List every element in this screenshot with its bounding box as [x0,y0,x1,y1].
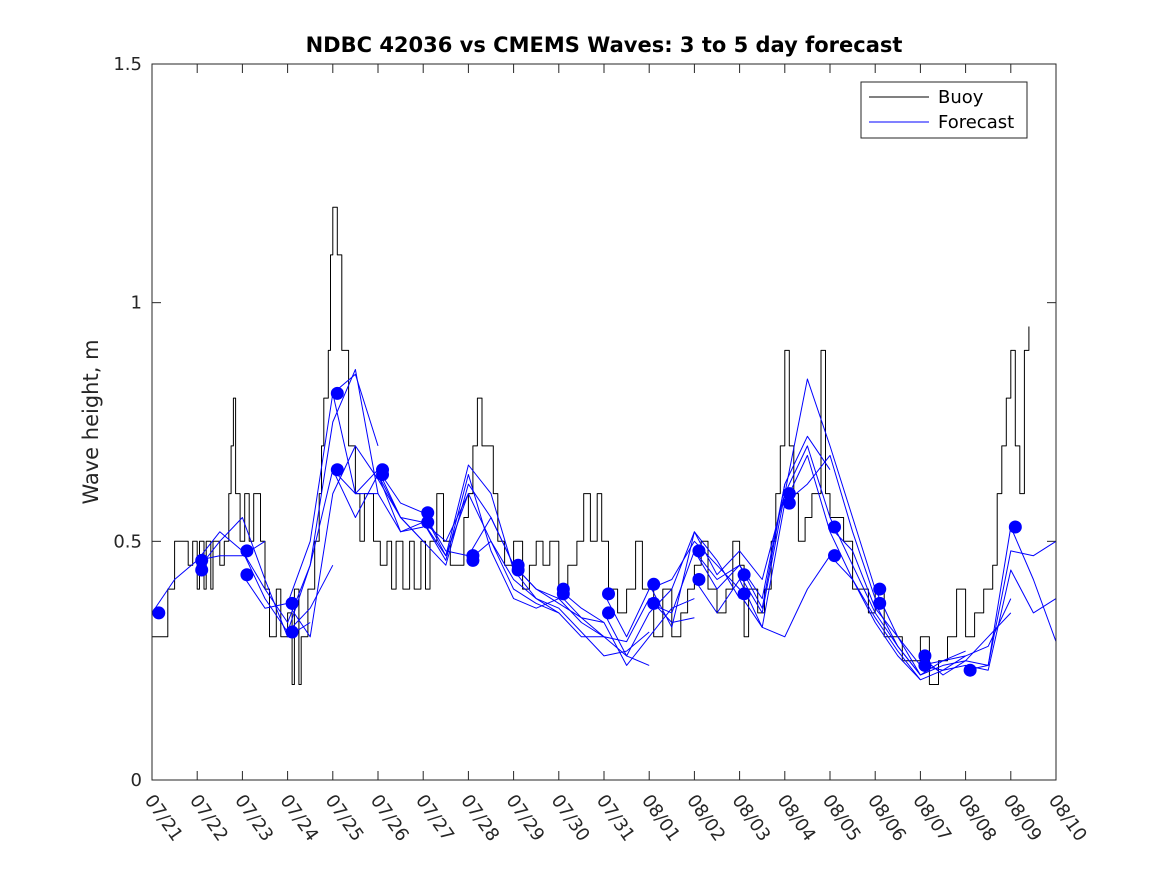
forecast-marker [556,587,570,601]
forecast-marker [330,386,344,400]
marker-layer [152,386,1022,677]
y-tick-label: 1 [131,293,142,314]
forecast-marker [828,549,842,563]
forecast-marker [195,553,209,567]
forecast-marker [873,582,887,596]
forecast-line [196,531,334,633]
forecast-line [649,484,786,614]
forecast-marker [240,544,254,558]
forecast-line [874,603,1012,676]
forecast-line [603,531,741,657]
forecast-marker [330,463,344,477]
forecast-line [558,588,695,666]
forecast-marker [782,487,796,501]
chart-title: NDBC 42036 vs CMEMS Waves: 3 to 5 day fo… [306,33,903,57]
forecast-line [739,454,876,628]
forecast-line [422,474,559,609]
y-axis-label: Wave height, m [79,339,103,504]
forecast-line [739,378,876,614]
forecast-line [513,569,650,657]
y-tick-label: 0 [131,770,142,791]
forecast-marker [647,577,661,591]
forecast-line [332,393,469,557]
forecast-marker [285,596,299,610]
forecast-marker [421,515,435,529]
forecast-marker [240,568,254,582]
y-tick-label: 1.5 [113,54,142,75]
legend-box [860,81,1028,139]
forecast-marker [152,606,166,620]
forecast-line [558,593,695,643]
forecast-marker [376,468,390,482]
forecast-marker [918,649,932,663]
legend-label-forecast: Forecast [938,112,1014,133]
forecast-marker [421,506,435,520]
forecast-marker [195,563,209,577]
forecast-line [648,493,786,628]
forecast-line [603,540,740,638]
forecast-marker [918,658,932,672]
forecast-marker [828,520,842,534]
legend: Buoy Forecast [860,81,1028,139]
forecast-marker [692,544,706,558]
series-layer [151,206,1057,685]
forecast-marker [285,625,299,639]
forecast-line [241,373,379,609]
forecast-line [694,435,831,609]
forecast-marker [963,663,977,677]
axes-box [151,63,1057,781]
forecast-marker [692,573,706,587]
forecast-marker [1008,520,1022,534]
y-tick-label: 0.5 [113,531,142,552]
forecast-marker [466,553,480,567]
forecast-marker [511,563,525,577]
forecast-marker [782,496,796,510]
plot-area [152,64,1056,780]
forecast-line [874,588,1012,666]
forecast-marker [602,587,616,601]
forecast-marker [873,596,887,610]
forecast-marker [737,568,751,582]
forecast-marker [602,606,616,620]
forecast-line [920,569,1057,671]
plot-background [152,64,1056,780]
forecast-marker [647,596,661,610]
forecast-marker [737,587,751,601]
legend-label-buoy: Buoy [938,87,984,108]
buoy-line [152,206,1030,685]
